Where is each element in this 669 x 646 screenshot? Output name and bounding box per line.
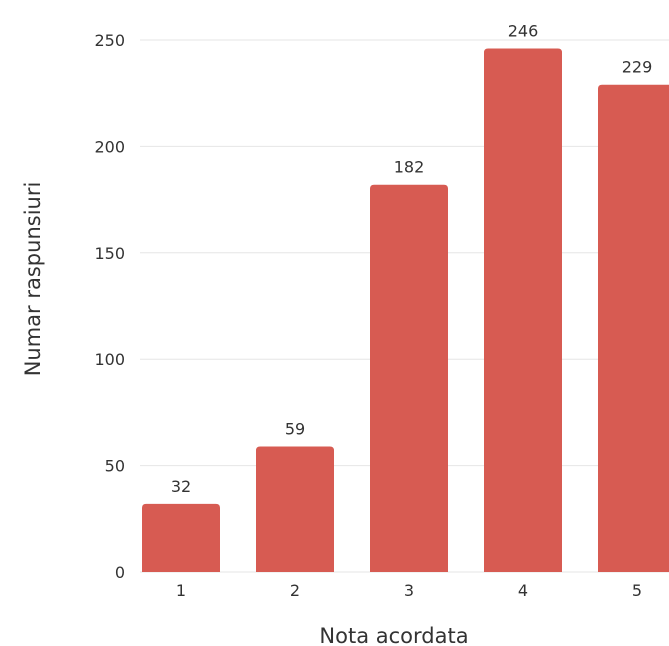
y-tick-label: 50 bbox=[105, 457, 125, 476]
y-tick-label: 200 bbox=[94, 137, 125, 156]
y-tick-label: 0 bbox=[115, 563, 125, 582]
y-axis-ticks: 0 50 100 150 200 250 bbox=[94, 31, 125, 582]
bar-3 bbox=[370, 184, 448, 573]
bar-2 bbox=[256, 446, 334, 572]
data-label-4: 246 bbox=[508, 22, 539, 41]
x-tick-label-4: 4 bbox=[518, 581, 528, 600]
x-axis-ticks: 1 2 3 4 5 bbox=[176, 581, 642, 600]
y-tick-label: 150 bbox=[94, 244, 125, 263]
y-tick-label: 250 bbox=[94, 31, 125, 50]
x-tick-label-1: 1 bbox=[176, 581, 186, 600]
data-labels: 32 59 182 246 229 bbox=[171, 22, 652, 496]
bar-5 bbox=[598, 84, 669, 572]
data-label-3: 182 bbox=[394, 158, 425, 177]
x-axis-title: Nota acordata bbox=[319, 624, 468, 646]
x-tick-label-5: 5 bbox=[632, 581, 642, 600]
y-axis-title: Numar raspunsiuri bbox=[21, 182, 45, 377]
bar-1 bbox=[142, 503, 220, 572]
bar-4 bbox=[484, 48, 562, 572]
x-tick-label-2: 2 bbox=[290, 581, 300, 600]
x-tick-label-3: 3 bbox=[404, 581, 414, 600]
data-label-2: 59 bbox=[285, 419, 305, 438]
y-tick-label: 100 bbox=[94, 350, 125, 369]
data-label-1: 32 bbox=[171, 477, 191, 496]
bars bbox=[142, 48, 669, 573]
data-label-5: 229 bbox=[622, 58, 653, 77]
